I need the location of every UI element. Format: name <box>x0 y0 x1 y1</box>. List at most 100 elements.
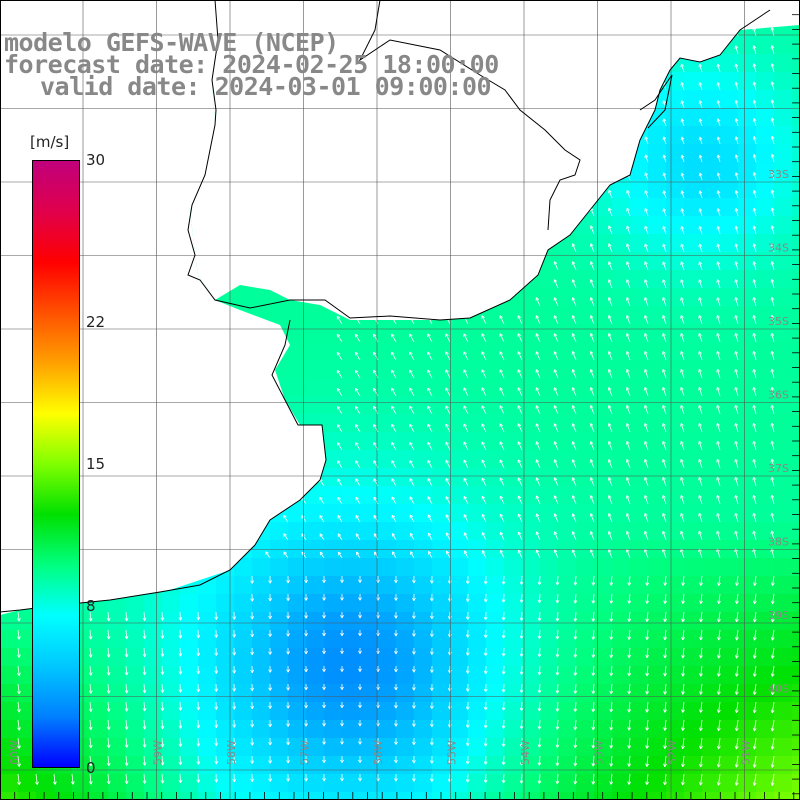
field-cell <box>378 432 397 451</box>
field-cell <box>486 558 505 577</box>
wind-arrow <box>699 593 703 604</box>
wind-arrow <box>573 647 578 658</box>
wind-arrow <box>662 440 667 451</box>
field-cell <box>576 468 595 487</box>
wind-arrow <box>698 476 703 487</box>
wind-arrow <box>517 387 523 397</box>
wind-arrows <box>16 8 775 786</box>
wind-arrow <box>286 611 290 619</box>
wind-arrow <box>340 593 344 601</box>
wind-arrow <box>734 458 739 469</box>
wind-arrow <box>483 773 488 783</box>
field-cell <box>234 684 253 703</box>
wind-arrow <box>681 773 685 786</box>
field-cell <box>486 720 505 739</box>
field-cell <box>522 774 541 793</box>
wind-arrow <box>752 207 757 217</box>
wind-arrow <box>734 440 739 451</box>
wind-arrow <box>752 332 757 343</box>
field-cell <box>522 504 541 523</box>
wind-arrow <box>519 701 524 711</box>
land-area <box>0 0 800 320</box>
wind-arrow <box>571 495 577 505</box>
wind-arrow <box>465 737 470 747</box>
wind-arrow <box>427 532 433 541</box>
wind-arrow <box>663 719 667 731</box>
field-cell <box>432 342 451 361</box>
wind-arrow <box>142 611 147 621</box>
field-cell <box>540 396 559 415</box>
wind-arrow <box>409 369 415 379</box>
wind-arrow <box>483 737 488 747</box>
wind-arrow <box>429 755 434 764</box>
wind-arrow <box>286 737 290 745</box>
field-cell <box>648 468 667 487</box>
field-cell <box>414 774 433 793</box>
wind-arrow <box>322 719 326 727</box>
wind-arrow <box>752 683 757 695</box>
field-cell <box>450 684 469 703</box>
field-cell <box>774 666 793 685</box>
wind-arrow <box>394 773 398 782</box>
wind-arrow <box>699 575 703 586</box>
wind-arrow <box>160 737 165 748</box>
field-cell <box>450 792 469 800</box>
field-cell <box>450 468 469 487</box>
field-cell <box>792 18 800 37</box>
wind-arrow <box>734 476 739 487</box>
wind-arrow <box>734 368 739 379</box>
wind-arrow <box>698 494 703 505</box>
wind-arrow <box>645 719 650 731</box>
field-cell <box>414 720 433 739</box>
wind-arrow <box>571 513 577 523</box>
field-cell <box>486 378 505 397</box>
wind-arrow <box>517 423 523 433</box>
field-cell <box>702 108 721 127</box>
field-cell <box>648 414 667 433</box>
field-cell <box>792 684 800 703</box>
wind-arrow <box>626 136 631 145</box>
field-cell <box>738 288 757 307</box>
wind-arrow <box>734 314 739 325</box>
wind-arrow <box>483 665 488 675</box>
wind-arrow <box>734 118 739 127</box>
field-cell <box>468 756 487 775</box>
field-cell <box>576 270 595 289</box>
field-cell <box>774 162 793 181</box>
wind-arrow <box>680 368 685 379</box>
wind-arrow <box>607 315 613 325</box>
field-cell <box>558 252 577 271</box>
wind-arrow <box>680 279 685 289</box>
field-cell <box>576 792 595 800</box>
field-cell <box>162 774 181 793</box>
field-cell <box>756 234 775 253</box>
lon-label: 53W <box>593 740 606 765</box>
field-cell <box>342 558 361 577</box>
wind-arrow <box>716 476 721 487</box>
wind-arrow <box>589 477 595 487</box>
field-cell <box>324 558 343 577</box>
field-cell <box>162 702 181 721</box>
field-cell <box>558 396 577 415</box>
wind-arrow <box>645 683 650 695</box>
field-cell <box>414 450 433 469</box>
wind-arrow <box>445 387 451 397</box>
colorbar <box>32 160 80 768</box>
field-cell <box>522 306 541 325</box>
field-cell <box>0 684 19 703</box>
wind-arrow <box>734 701 739 713</box>
field-cell <box>342 486 361 505</box>
field-cell <box>72 774 91 793</box>
wind-arrow <box>178 755 183 765</box>
field-cell <box>360 666 379 685</box>
field-cell <box>0 612 19 631</box>
field-cell <box>612 306 631 325</box>
field-cell <box>468 360 487 379</box>
colorbar-tick-0: 0 <box>86 759 96 777</box>
field-cell <box>432 684 451 703</box>
field-cell <box>540 504 559 523</box>
field-cell <box>252 684 271 703</box>
field-cell <box>576 612 595 631</box>
wind-arrow <box>322 647 326 654</box>
field-cell <box>756 126 775 145</box>
